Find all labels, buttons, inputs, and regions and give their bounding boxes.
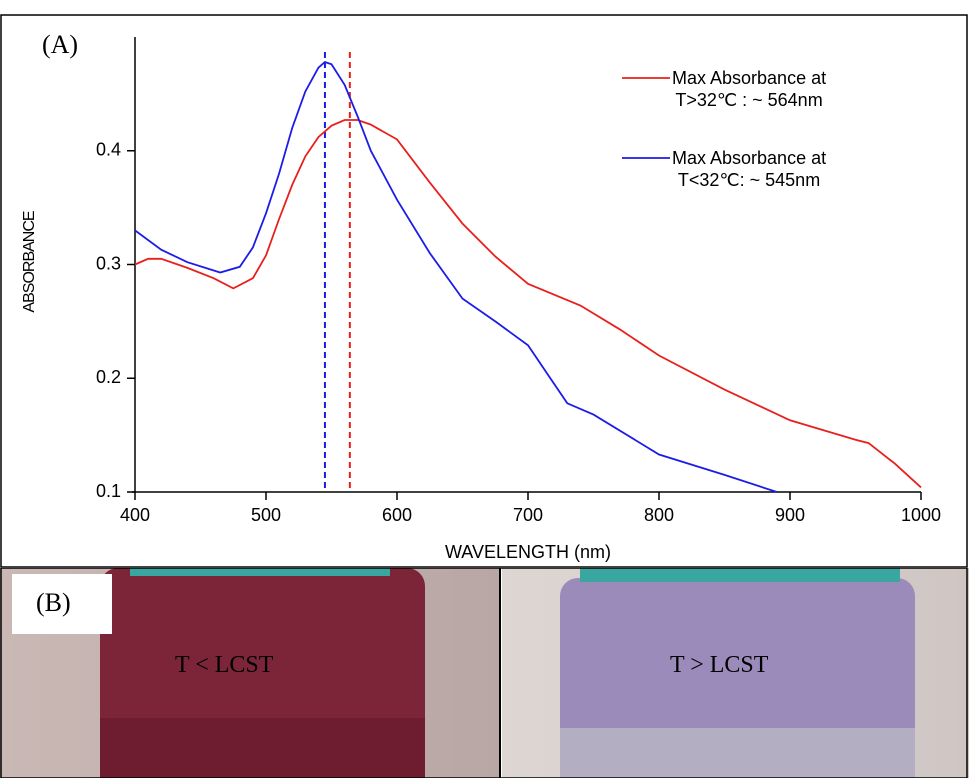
y-tick-label: 0.1 [96, 481, 121, 501]
jar-right-bottom [560, 728, 915, 778]
legend-label: Max Absorbance at T>32℃ : ~ 564nm [672, 68, 827, 110]
y-tick-label: 0.4 [96, 140, 121, 160]
y-tick-label: 0.3 [96, 253, 121, 273]
series-line [134, 119, 922, 489]
x-tick-label: 500 [251, 505, 281, 525]
x-tick-label: 800 [644, 505, 674, 525]
frame [0, 14, 968, 568]
y-axis-label: ABSORBANCE [21, 211, 38, 312]
cap-right [580, 568, 900, 582]
panel-label: (A) [42, 30, 78, 59]
frame [0, 568, 968, 778]
x-tick-label: 1000 [901, 505, 941, 525]
label-box [12, 574, 112, 634]
x-tick-label: 900 [775, 505, 805, 525]
photo-caption: T > LCST [670, 652, 769, 678]
y-tick-label: 0.2 [96, 367, 121, 387]
cap-left [130, 568, 390, 576]
chart: (A) WAVELENGTH (nm) ABSORBANCE 0.1 0.2 0.3… [0, 14, 968, 568]
photo-caption: T < LCST [175, 652, 274, 678]
photos [0, 568, 969, 778]
series-line [134, 60, 778, 493]
x-tick-label: 400 [120, 505, 150, 525]
x-tick-label: 600 [382, 505, 412, 525]
x-tick-label: 700 [513, 505, 543, 525]
jar-left-bottom [100, 718, 425, 778]
legend-label: Max Absorbance at T<32℃: ~ 545nm [672, 148, 827, 190]
x-axis-label: WAVELENGTH (nm) [445, 542, 611, 562]
panel-label: (B) [36, 588, 71, 617]
